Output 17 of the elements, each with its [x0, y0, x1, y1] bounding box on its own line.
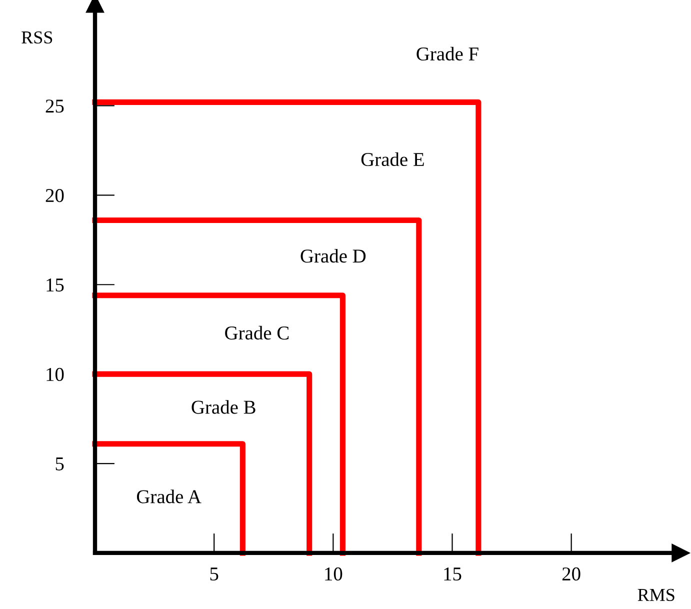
x-tick-label: 10	[325, 567, 342, 581]
annotation: Grade A	[136, 490, 202, 504]
y-tick-label: 15	[46, 278, 64, 292]
x-tick-label: 15	[444, 568, 462, 581]
y-tick-label: 20	[46, 189, 64, 202]
x-tick-label: 5	[210, 568, 218, 581]
annotation: Grade F	[416, 46, 478, 61]
y-tick-label: 10	[46, 368, 64, 382]
y-tick-label: 5	[56, 458, 64, 470]
annotation: Grade E	[361, 152, 424, 166]
annotation: Grade B	[192, 400, 256, 414]
annotation: Grade C	[225, 326, 289, 340]
x-tick-label: 20	[562, 567, 580, 581]
y-axis-title: RSS	[22, 31, 52, 44]
y-tick-label: 25	[46, 100, 64, 113]
x-axis-title: RMS	[638, 588, 674, 602]
annotation: Grade D	[300, 248, 366, 263]
